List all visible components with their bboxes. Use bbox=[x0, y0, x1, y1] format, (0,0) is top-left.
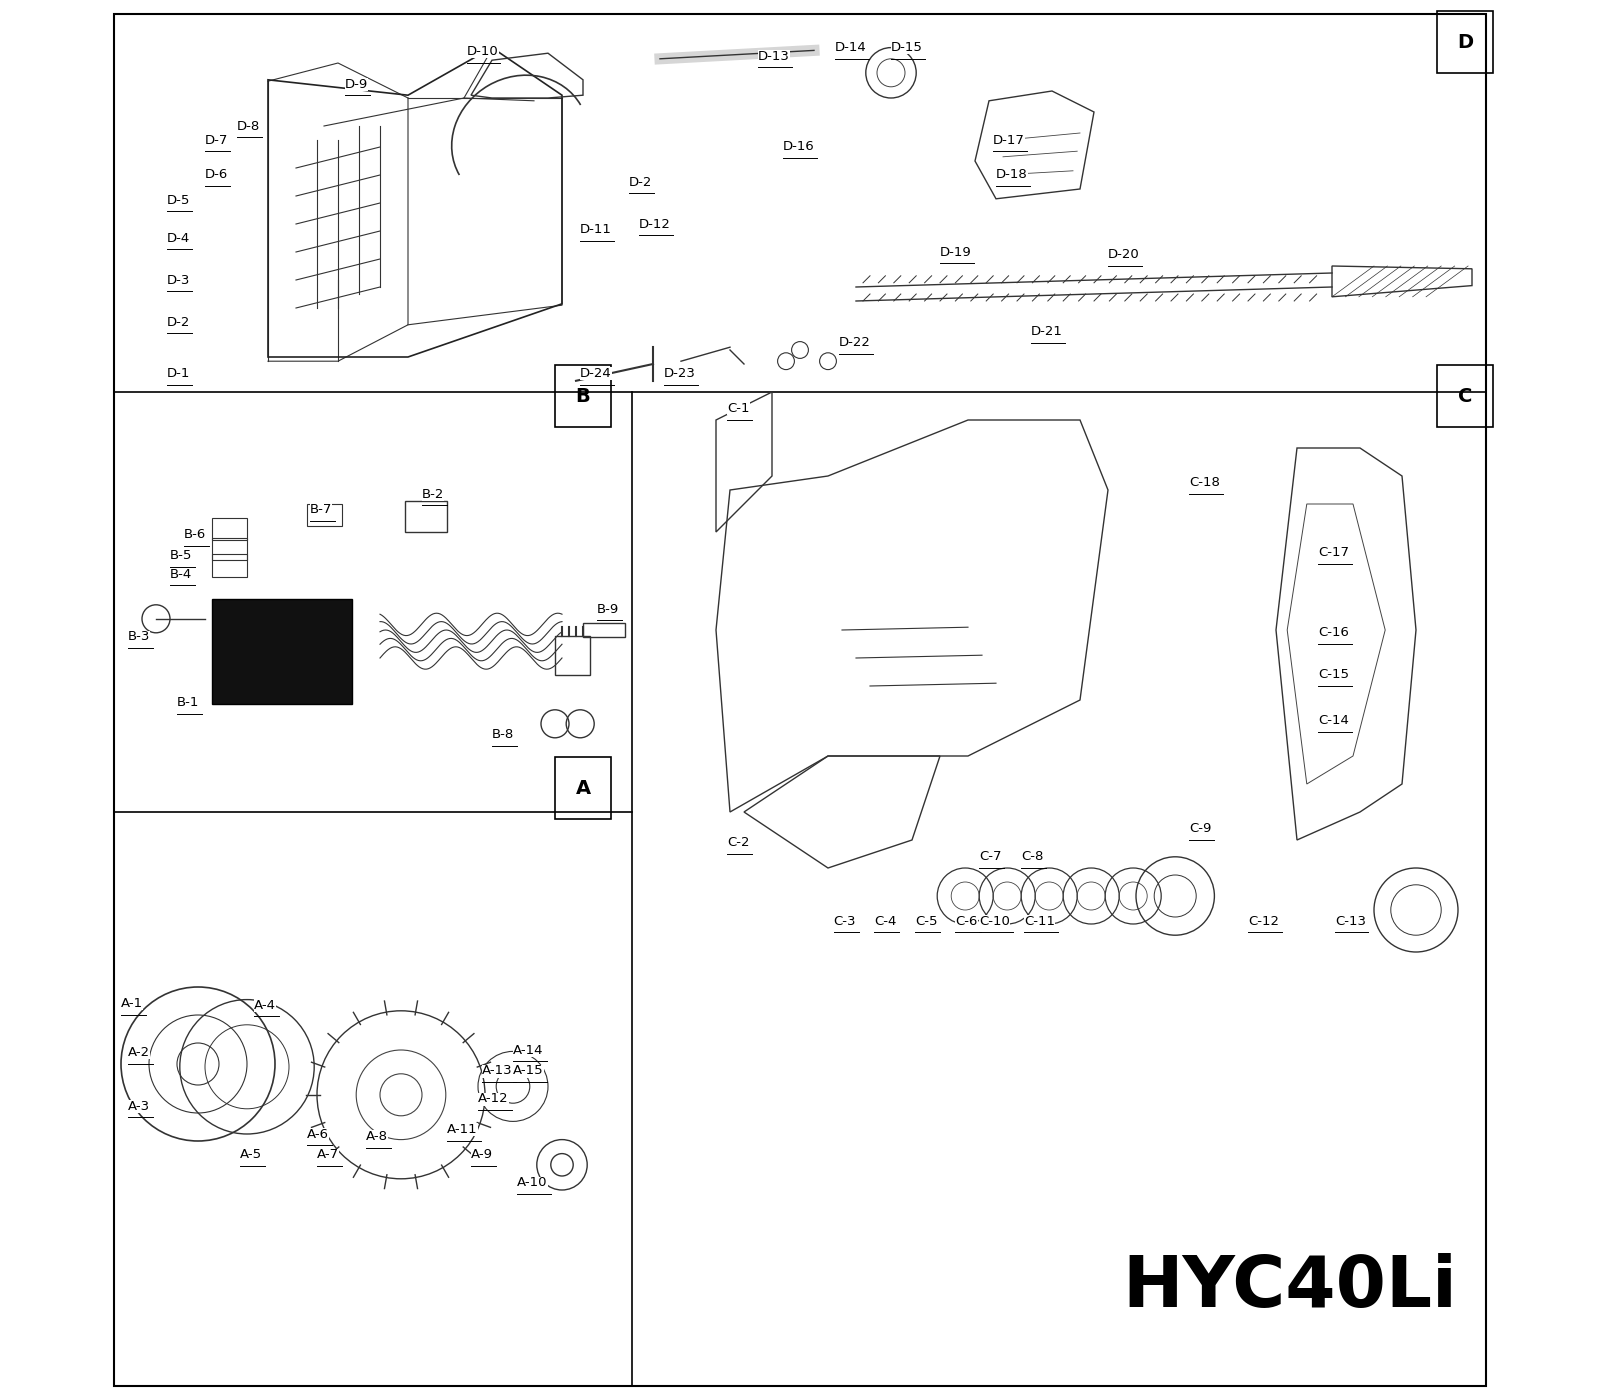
Text: D-8: D-8 bbox=[237, 119, 261, 133]
Text: B-9: B-9 bbox=[597, 602, 619, 616]
Text: A-3: A-3 bbox=[128, 1099, 150, 1113]
Text: B: B bbox=[576, 386, 590, 406]
Bar bbox=[211, 554, 246, 577]
Text: C-7: C-7 bbox=[979, 850, 1002, 864]
Text: A-9: A-9 bbox=[470, 1148, 493, 1162]
Text: HYC40Li: HYC40Li bbox=[1123, 1253, 1458, 1323]
Text: A-10: A-10 bbox=[517, 1176, 547, 1190]
Text: C-3: C-3 bbox=[834, 914, 856, 928]
Text: D-15: D-15 bbox=[891, 41, 923, 55]
Text: D-5: D-5 bbox=[166, 193, 190, 207]
Text: D-23: D-23 bbox=[664, 367, 696, 381]
Bar bbox=[307, 504, 342, 526]
Text: C-5: C-5 bbox=[915, 914, 938, 928]
Text: B-8: B-8 bbox=[493, 728, 514, 742]
Text: D-10: D-10 bbox=[467, 45, 499, 59]
Text: A-11: A-11 bbox=[448, 1123, 478, 1137]
Text: A-13: A-13 bbox=[482, 1064, 514, 1078]
Bar bbox=[555, 636, 590, 675]
Text: D-16: D-16 bbox=[784, 140, 814, 154]
Text: C-16: C-16 bbox=[1318, 626, 1349, 640]
Text: D-9: D-9 bbox=[346, 77, 368, 91]
Text: D-20: D-20 bbox=[1107, 248, 1139, 262]
Text: A-2: A-2 bbox=[128, 1046, 150, 1060]
Text: C: C bbox=[1458, 386, 1472, 406]
Text: A-14: A-14 bbox=[514, 1043, 544, 1057]
Bar bbox=[211, 599, 352, 704]
Text: C-18: C-18 bbox=[1189, 476, 1221, 490]
Text: D-14: D-14 bbox=[835, 41, 867, 55]
Text: B-4: B-4 bbox=[170, 567, 192, 581]
Text: C-2: C-2 bbox=[726, 836, 750, 850]
Text: A-15: A-15 bbox=[514, 1064, 544, 1078]
Text: D: D bbox=[1458, 32, 1474, 52]
Text: D-6: D-6 bbox=[205, 168, 229, 182]
Text: B-2: B-2 bbox=[422, 487, 445, 501]
Text: C-9: C-9 bbox=[1189, 822, 1211, 836]
Text: C-17: C-17 bbox=[1318, 546, 1349, 560]
Text: A-5: A-5 bbox=[240, 1148, 262, 1162]
Text: A: A bbox=[576, 778, 590, 798]
Text: B-7: B-7 bbox=[310, 503, 333, 517]
Text: A-4: A-4 bbox=[254, 998, 277, 1012]
Text: A-1: A-1 bbox=[122, 997, 142, 1011]
Text: B-3: B-3 bbox=[128, 630, 150, 644]
Text: C-15: C-15 bbox=[1318, 668, 1349, 682]
Text: C-1: C-1 bbox=[726, 402, 750, 416]
Text: A-8: A-8 bbox=[366, 1130, 387, 1144]
Text: D-2: D-2 bbox=[629, 175, 653, 189]
Text: B-5: B-5 bbox=[170, 549, 192, 563]
Text: D-13: D-13 bbox=[758, 49, 790, 63]
Text: D-4: D-4 bbox=[166, 231, 190, 245]
Text: B-1: B-1 bbox=[178, 696, 200, 710]
Text: D-1: D-1 bbox=[166, 367, 190, 381]
Bar bbox=[405, 501, 448, 532]
Text: A-7: A-7 bbox=[317, 1148, 339, 1162]
Text: D-7: D-7 bbox=[205, 133, 229, 147]
Text: A-12: A-12 bbox=[478, 1092, 509, 1106]
Text: C-6: C-6 bbox=[955, 914, 978, 928]
Text: C-11: C-11 bbox=[1024, 914, 1054, 928]
Text: D-19: D-19 bbox=[941, 245, 971, 259]
Text: D-11: D-11 bbox=[581, 223, 613, 237]
Text: D-2: D-2 bbox=[166, 315, 190, 329]
Text: C-4: C-4 bbox=[874, 914, 896, 928]
Bar bbox=[211, 518, 246, 540]
Text: C-12: C-12 bbox=[1248, 914, 1278, 928]
Text: A-6: A-6 bbox=[307, 1127, 330, 1141]
Text: D-22: D-22 bbox=[840, 336, 870, 350]
Text: C-8: C-8 bbox=[1021, 850, 1043, 864]
Text: D-24: D-24 bbox=[581, 367, 611, 381]
Text: D-21: D-21 bbox=[1030, 325, 1062, 339]
Text: C-14: C-14 bbox=[1318, 714, 1349, 728]
Bar bbox=[211, 538, 246, 560]
Text: B-6: B-6 bbox=[184, 528, 206, 542]
Text: D-3: D-3 bbox=[166, 273, 190, 287]
Text: D-12: D-12 bbox=[638, 217, 670, 231]
Text: C-10: C-10 bbox=[979, 914, 1010, 928]
Text: C-13: C-13 bbox=[1334, 914, 1366, 928]
Bar bbox=[582, 623, 626, 637]
Text: D-18: D-18 bbox=[995, 168, 1027, 182]
Text: D-17: D-17 bbox=[994, 133, 1026, 147]
